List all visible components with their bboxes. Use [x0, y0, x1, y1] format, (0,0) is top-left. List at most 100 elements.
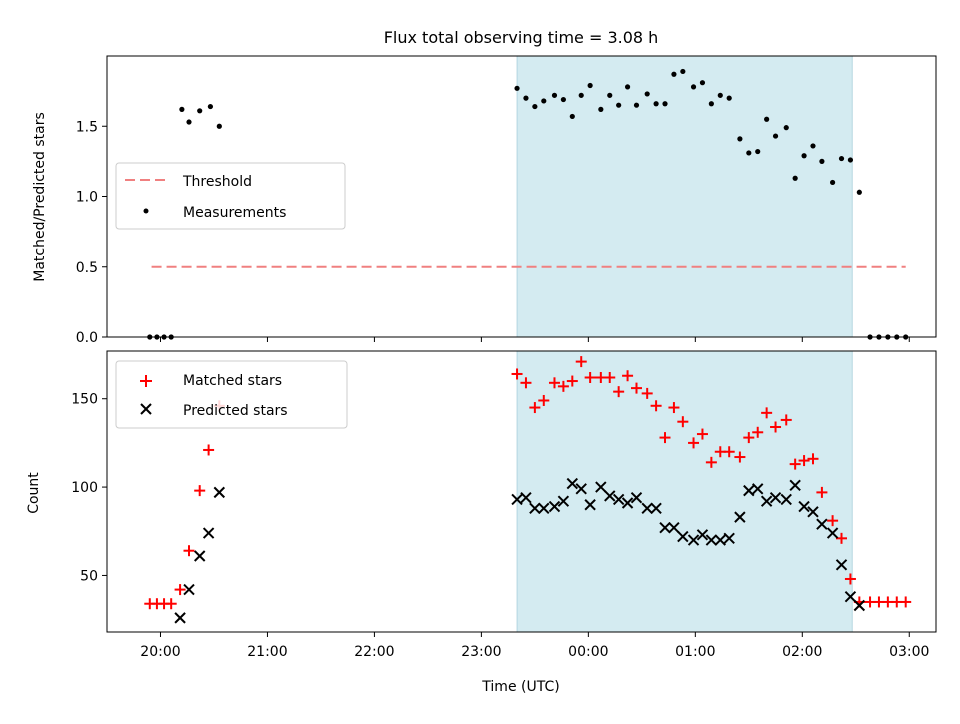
predicted-star-point	[511, 493, 523, 506]
y-tick-label: 1.0	[76, 190, 98, 206]
matched-star-point	[734, 451, 746, 463]
measurement-point	[690, 84, 697, 90]
matched-star-point	[630, 382, 642, 394]
y-tick-label: 0.5	[76, 260, 98, 276]
matched-star-point	[705, 456, 717, 468]
measurement-point	[197, 108, 203, 114]
matched-star-point	[798, 455, 810, 467]
measurement-point	[819, 158, 825, 164]
measurement-point	[772, 133, 779, 139]
measurement-point	[523, 95, 529, 101]
predicted-star-point	[853, 599, 866, 612]
bottom-plot-frame	[106, 350, 937, 633]
top-y-ticks: 0.0 0.5 1.0 1.5	[76, 119, 107, 346]
predicted-star-point	[566, 477, 579, 490]
measurement-point	[699, 80, 706, 86]
predicted-star-point	[213, 486, 226, 499]
predicted-star-point	[621, 497, 634, 509]
matched-star-point	[566, 375, 578, 387]
predicted-star-point	[723, 532, 735, 545]
matched-star-point	[696, 428, 708, 440]
measurement-point	[179, 106, 185, 112]
measurement-point	[216, 123, 222, 129]
legend-matched-label: Matched stars	[183, 373, 282, 389]
x-tick-label: 20:00	[140, 644, 180, 660]
predicted-star-point	[520, 491, 532, 504]
y-tick-label: 50	[80, 568, 98, 584]
matched-star-point	[194, 485, 206, 497]
measurement-point	[607, 92, 613, 98]
measurement-point	[560, 96, 566, 103]
measurement-point	[746, 150, 752, 156]
predicted-star-point	[202, 527, 215, 539]
count-points	[144, 356, 912, 624]
matched-star-point	[538, 394, 550, 406]
predicted-star-point	[641, 502, 653, 514]
measurement-point	[532, 103, 538, 110]
measurement-points	[147, 68, 909, 340]
predicted-star-point	[668, 522, 680, 534]
matched-star-point	[668, 402, 680, 414]
measurement-point	[838, 155, 845, 162]
predicted-star-point	[807, 506, 819, 518]
predicted-star-point	[529, 502, 541, 514]
measurement-point	[856, 189, 862, 195]
bottom-y-ticks: 50 100 150	[71, 392, 107, 584]
predicted-star-point	[760, 495, 773, 507]
top-x-ticks	[159, 337, 910, 342]
matched-star-point	[575, 356, 587, 368]
x-tick-label: 02:00	[782, 644, 822, 660]
measurement-point	[578, 92, 584, 98]
legend-measurements-label: Measurements	[183, 205, 286, 221]
matched-star-point	[183, 545, 195, 557]
x-tick-label: 23:00	[461, 644, 501, 660]
measurement-point	[186, 119, 192, 125]
measurement-point	[662, 101, 668, 107]
measurement-point	[764, 116, 770, 122]
measurement-point	[708, 101, 714, 107]
measurement-point	[551, 92, 558, 98]
x-tick-label: 22:00	[354, 644, 394, 660]
predicted-star-point	[575, 483, 587, 495]
matched-star-point	[604, 372, 616, 384]
matched-star-point	[622, 370, 634, 382]
predicted-star-point	[780, 493, 792, 506]
predicted-star-point	[789, 479, 801, 492]
measurement-point	[792, 175, 798, 181]
x-tick-label: 03:00	[889, 644, 929, 660]
measurement-point	[671, 71, 677, 77]
predicted-star-point	[687, 534, 700, 546]
measurement-point	[680, 68, 686, 75]
predicted-star-point	[584, 499, 596, 511]
predicted-star-point	[798, 500, 810, 513]
legend-predicted-label: Predicted stars	[183, 403, 288, 419]
predicted-star-point	[844, 590, 857, 603]
legend-predicted-swatch	[140, 403, 152, 415]
predicted-star-point	[677, 530, 689, 543]
matched-star-point	[789, 458, 801, 470]
measurement-point	[624, 84, 631, 90]
matched-star-point	[174, 584, 186, 596]
y-tick-label: 1.5	[76, 119, 98, 135]
matched-star-point	[836, 532, 848, 544]
matched-star-point	[650, 400, 662, 412]
predicted-star-point	[816, 518, 828, 530]
matched-star-point	[743, 432, 755, 444]
predicted-star-point	[604, 490, 616, 502]
bottom-x-ticks: 20:00 21:00 22:00 23:00 00:00 01:00 02:00 03:00	[140, 632, 929, 660]
y-tick-label: 150	[71, 392, 98, 408]
matched-star-point	[827, 515, 839, 527]
matched-star-point	[816, 486, 828, 498]
matched-star-point	[165, 598, 177, 610]
legend-threshold-label: Threshold	[182, 174, 252, 190]
bottom-legend: Matched stars Predicted stars	[115, 360, 348, 429]
predicted-star-point	[174, 612, 186, 624]
measurement-point	[783, 125, 789, 131]
matched-star-point	[529, 402, 541, 414]
measurement-point	[755, 148, 761, 155]
y-tick-label: 0.0	[76, 330, 98, 346]
predicted-star-point	[659, 522, 671, 534]
predicted-star-point	[696, 529, 709, 541]
predicted-star-point	[538, 502, 550, 514]
predicted-star-point	[193, 550, 206, 562]
